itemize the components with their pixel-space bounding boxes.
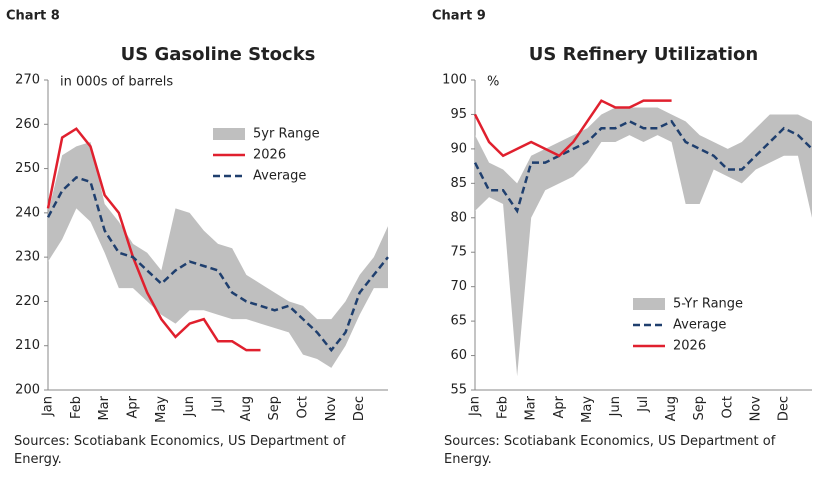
- y-tick-label: 240: [15, 205, 40, 220]
- y-tick-label: 95: [450, 107, 467, 122]
- range-band: [48, 142, 388, 368]
- x-tick-label: Aug: [664, 396, 679, 421]
- x-tick-label: Jul: [636, 396, 651, 413]
- y-tick-label: 75: [450, 245, 467, 260]
- chart-title: US Gasoline Stocks: [121, 44, 316, 65]
- x-tick-label: Sep: [692, 396, 707, 421]
- y-tick-label: 230: [15, 250, 40, 265]
- legend-label: Average: [253, 169, 306, 184]
- x-tick-label: Jul: [211, 396, 226, 413]
- x-tick-label: Mar: [524, 395, 539, 420]
- y-tick-label: 70: [450, 279, 467, 294]
- legend-label: 5yr Range: [253, 127, 320, 142]
- x-tick-label: Oct: [720, 396, 735, 418]
- x-tick-label: Aug: [239, 396, 254, 421]
- x-tick-label: Apr: [552, 395, 567, 418]
- x-tick-label: Jun: [608, 396, 623, 417]
- series-line: [473, 99, 672, 158]
- legend-swatch: [213, 128, 245, 140]
- x-tick-label: May: [154, 396, 169, 423]
- range-band: [475, 107, 812, 377]
- x-tick-label: May: [580, 396, 595, 423]
- y-tick-label: 200: [15, 383, 40, 398]
- x-tick-label: Jan: [468, 396, 483, 417]
- x-tick-label: Apr: [126, 395, 141, 418]
- x-tick-label: Feb: [69, 396, 84, 419]
- y-tick-label: 80: [450, 210, 467, 225]
- x-tick-label: Dec: [352, 396, 367, 421]
- x-tick-label: Nov: [324, 396, 339, 422]
- x-tick-label: Sep: [267, 396, 282, 421]
- legend-label: Average: [673, 318, 726, 333]
- unit-note: in 000s of barrels: [60, 75, 173, 90]
- y-tick-label: 65: [450, 314, 467, 329]
- x-tick-label: Feb: [496, 396, 511, 419]
- legend-swatch: [633, 298, 665, 310]
- y-tick-label: 220: [15, 294, 40, 309]
- series-line: [46, 127, 261, 352]
- y-tick-label: 60: [450, 348, 467, 363]
- unit-note: %: [487, 75, 499, 90]
- legend-label: 2026: [253, 148, 286, 163]
- series-line: [473, 119, 813, 214]
- legend-label: 2026: [673, 339, 706, 354]
- x-tick-label: Mar: [97, 395, 112, 420]
- source: Sources: Scotiabank Economics, US Depart…: [14, 434, 346, 467]
- x-tick-label: Nov: [748, 396, 763, 422]
- chart-label: Chart 9: [432, 9, 486, 24]
- y-tick-label: 55: [450, 383, 467, 398]
- x-tick-label: Dec: [776, 396, 791, 421]
- y-tick-label: 100: [442, 73, 467, 88]
- y-tick-label: 210: [15, 338, 40, 353]
- x-tick-label: Jun: [182, 396, 197, 417]
- y-tick-label: 85: [450, 176, 467, 191]
- legend-label: 5-Yr Range: [673, 297, 743, 312]
- chart-label: Chart 8: [6, 9, 60, 24]
- y-tick-label: 90: [450, 141, 467, 156]
- source: Sources: Scotiabank Economics, US Depart…: [444, 434, 776, 467]
- y-tick-label: 260: [15, 117, 40, 132]
- x-tick-label: Oct: [296, 396, 311, 418]
- chart-title: US Refinery Utilization: [529, 44, 758, 65]
- series-line: [46, 176, 389, 353]
- y-tick-label: 270: [15, 73, 40, 88]
- x-tick-label: Jan: [41, 396, 56, 417]
- y-tick-label: 250: [15, 161, 40, 176]
